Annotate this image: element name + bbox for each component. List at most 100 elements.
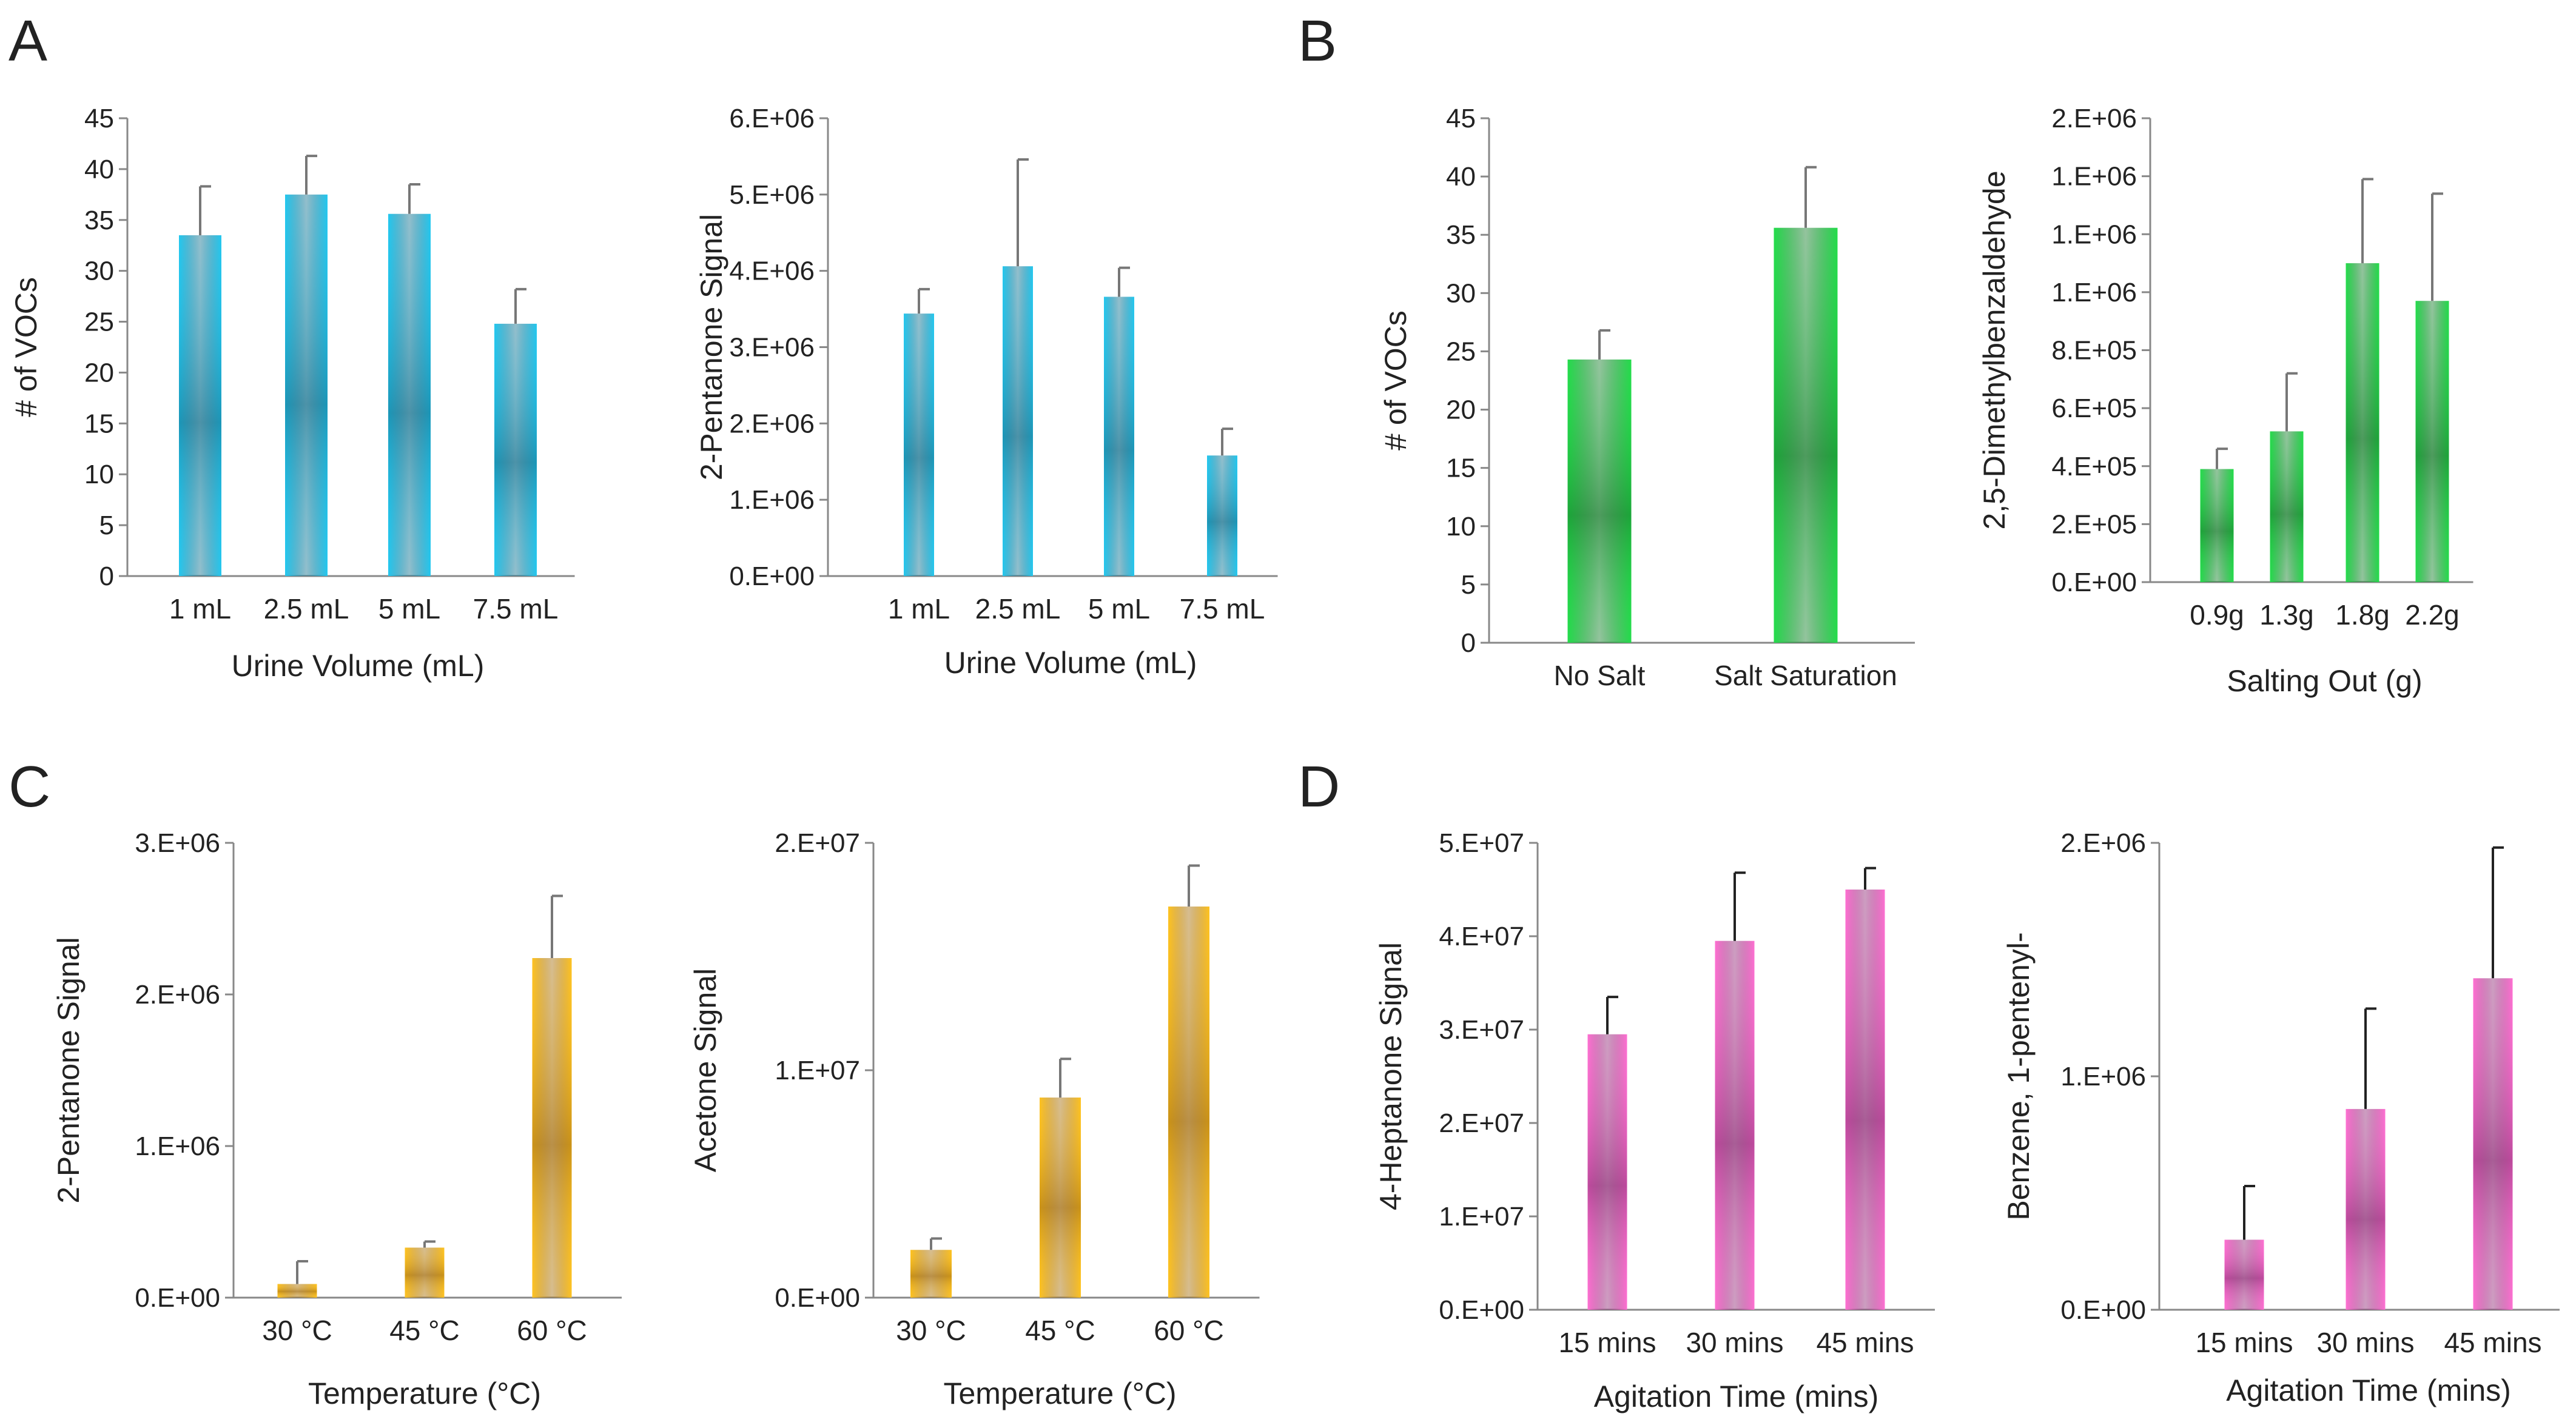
x-axis-label: Temperature (°C) bbox=[308, 1376, 541, 1410]
bar-shade bbox=[2346, 1108, 2386, 1310]
y-tick-label: 35 bbox=[84, 206, 114, 235]
bar-shade bbox=[1040, 1098, 1081, 1298]
y-tick-label: 5 bbox=[1461, 570, 1476, 600]
y-tick-label: 15 bbox=[84, 409, 114, 438]
chart-b-3: 0.E+00 2.E+05 4.E+05 6.E+05 8.E+05 1.E+06 1.E+… bbox=[1977, 104, 2473, 698]
y-tick-label: 6.E+05 bbox=[2051, 394, 2137, 423]
bar-shade bbox=[910, 1250, 952, 1298]
y-tick-label: 40 bbox=[1446, 162, 1476, 192]
y-tick-label: 4.E+05 bbox=[2051, 452, 2137, 481]
x-tick-label: 45 mins bbox=[1816, 1327, 1914, 1358]
x-tick-label: 30 °C bbox=[896, 1315, 966, 1346]
charts-layer: 0 5 10 15 20 25 30 35 40 45 1 mL 2.5 mL 5 mL 7.5 mL # … bbox=[9, 104, 2560, 1413]
x-axis-label: Urine Volume (mL) bbox=[232, 649, 485, 683]
chart-d-6: 0.E+00 1.E+07 2.E+07 3.E+07 4.E+07 5.E+07 15 m… bbox=[1374, 828, 1935, 1413]
bar-shade bbox=[285, 194, 328, 576]
x-axis-label: Agitation Time (mins) bbox=[2226, 1373, 2511, 1407]
y-tick-label: 30 bbox=[1446, 278, 1476, 308]
y-tick-label: 3.E+07 bbox=[1439, 1015, 1524, 1045]
x-tick-label: 45 mins bbox=[2444, 1327, 2541, 1358]
y-axis-label: Benzene, 1-pentenyl- bbox=[2002, 932, 2036, 1220]
y-tick-label: 25 bbox=[84, 307, 114, 337]
y-tick-label: 1.E+06 bbox=[729, 485, 815, 515]
bar-shade bbox=[2346, 263, 2379, 582]
y-tick-label: 35 bbox=[1446, 220, 1476, 250]
y-axis-label: 4-Heptanone Signal bbox=[1374, 942, 1408, 1210]
bar-shade bbox=[1168, 907, 1209, 1298]
y-tick-label: 5 bbox=[99, 511, 114, 540]
y-tick-label: 1.E+07 bbox=[775, 1056, 860, 1085]
chart-a-1: 0.E+00 1.E+06 2.E+06 3.E+06 4.E+06 5.E+06 6.E+… bbox=[694, 104, 1278, 680]
x-axis-label: Temperature (°C) bbox=[944, 1376, 1177, 1410]
x-tick-label: 7.5 mL bbox=[1180, 593, 1265, 625]
x-tick-label: 30 mins bbox=[1686, 1327, 1783, 1358]
x-axis-label: Agitation Time (mins) bbox=[1594, 1379, 1879, 1413]
y-tick-label: 1.E+06 bbox=[2051, 220, 2137, 249]
bar-shade bbox=[1587, 1034, 1627, 1310]
y-tick-label: 10 bbox=[84, 460, 114, 489]
y-tick-label: 30 bbox=[84, 256, 114, 286]
x-tick-label: 2.5 mL bbox=[975, 593, 1061, 625]
y-tick-label: 5.E+07 bbox=[1439, 828, 1524, 858]
y-tick-label: 5.E+06 bbox=[729, 180, 815, 210]
x-tick-label: 1.8g bbox=[2335, 599, 2390, 631]
y-tick-label: 45 bbox=[84, 104, 114, 133]
y-tick-label: 15 bbox=[1446, 454, 1476, 483]
x-tick-label: 60 °C bbox=[1154, 1315, 1224, 1346]
y-axis-label: Acetone Signal bbox=[688, 968, 722, 1172]
y-axis-label: 2,5-Dimethylbenzaldehyde bbox=[1977, 170, 2011, 529]
chart-c-4: 0.E+00 1.E+06 2.E+06 3.E+06 30 °C 45 °C 60 °C 2… bbox=[52, 828, 622, 1410]
chart-a-0: 0 5 10 15 20 25 30 35 40 45 1 mL 2.5 mL 5 mL 7.5 mL # … bbox=[9, 104, 575, 683]
y-tick-label: 0.E+00 bbox=[135, 1283, 220, 1313]
y-tick-label: 2.E+07 bbox=[775, 828, 860, 858]
panel-label-b: B bbox=[1298, 8, 1337, 73]
y-axis-label: 2-Pentanone Signal bbox=[52, 937, 86, 1203]
panel-label-c: C bbox=[8, 754, 50, 819]
y-tick-label: 1.E+06 bbox=[2060, 1062, 2146, 1091]
bar-shade bbox=[388, 213, 431, 576]
chart-d-7: 0.E+00 1.E+06 2.E+06 15 mins 30 mins 45 mins B… bbox=[2002, 828, 2560, 1407]
x-tick-label: 30 mins bbox=[2316, 1327, 2414, 1358]
y-axis-label: # of VOCs bbox=[1379, 310, 1413, 451]
bar-shade bbox=[1003, 266, 1033, 576]
bar-shade bbox=[2200, 469, 2234, 582]
y-tick-label: 25 bbox=[1446, 337, 1476, 366]
panel-label-d: D bbox=[1298, 754, 1340, 819]
y-axis-label: 2-Pentanone Signal bbox=[694, 214, 728, 480]
bar-shade bbox=[1774, 227, 1838, 643]
y-tick-label: 4.E+07 bbox=[1439, 922, 1524, 951]
y-tick-label: 10 bbox=[1446, 512, 1476, 541]
x-tick-label: 0.9g bbox=[2190, 599, 2244, 631]
x-tick-label: 30 °C bbox=[262, 1315, 332, 1346]
y-tick-label: 2.E+06 bbox=[135, 980, 220, 1010]
bar-shade bbox=[904, 313, 934, 576]
y-tick-label: 2.E+07 bbox=[1439, 1108, 1524, 1138]
bar-shade bbox=[1104, 297, 1134, 576]
x-tick-label: 1.3g bbox=[2259, 599, 2314, 631]
y-tick-label: 40 bbox=[84, 155, 114, 184]
x-tick-label: 45 °C bbox=[389, 1315, 460, 1346]
y-tick-label: 45 bbox=[1446, 104, 1476, 133]
y-tick-label: 2.E+05 bbox=[2051, 509, 2137, 539]
y-tick-label: 0.E+00 bbox=[2060, 1295, 2146, 1325]
x-tick-label: 60 °C bbox=[517, 1315, 587, 1346]
x-tick-label: 45 °C bbox=[1025, 1315, 1095, 1346]
y-tick-label: 2.E+06 bbox=[2060, 828, 2146, 858]
y-tick-label: 20 bbox=[84, 358, 114, 387]
panel-label-a: A bbox=[8, 8, 47, 73]
x-tick-label: No Salt bbox=[1554, 660, 1646, 691]
x-axis-label: Salting Out (g) bbox=[2227, 664, 2422, 698]
y-tick-label: 0.E+00 bbox=[775, 1283, 860, 1313]
y-tick-label: 1.E+06 bbox=[135, 1131, 220, 1161]
bar-shade bbox=[1567, 359, 1632, 643]
y-axis-label: # of VOCs bbox=[9, 277, 43, 417]
y-tick-label: 2.E+06 bbox=[2051, 104, 2137, 133]
y-tick-label: 6.E+06 bbox=[729, 104, 815, 133]
chart-c-5: 0.E+00 1.E+07 2.E+07 30 °C 45 °C 60 °C Acetone… bbox=[688, 828, 1260, 1410]
x-tick-label: Salt Saturation bbox=[1714, 660, 1897, 691]
bar-shade bbox=[179, 235, 221, 576]
y-tick-label: 0.E+00 bbox=[1439, 1295, 1524, 1325]
y-tick-label: 1.E+07 bbox=[1439, 1202, 1524, 1232]
y-tick-label: 1.E+06 bbox=[2051, 162, 2137, 192]
